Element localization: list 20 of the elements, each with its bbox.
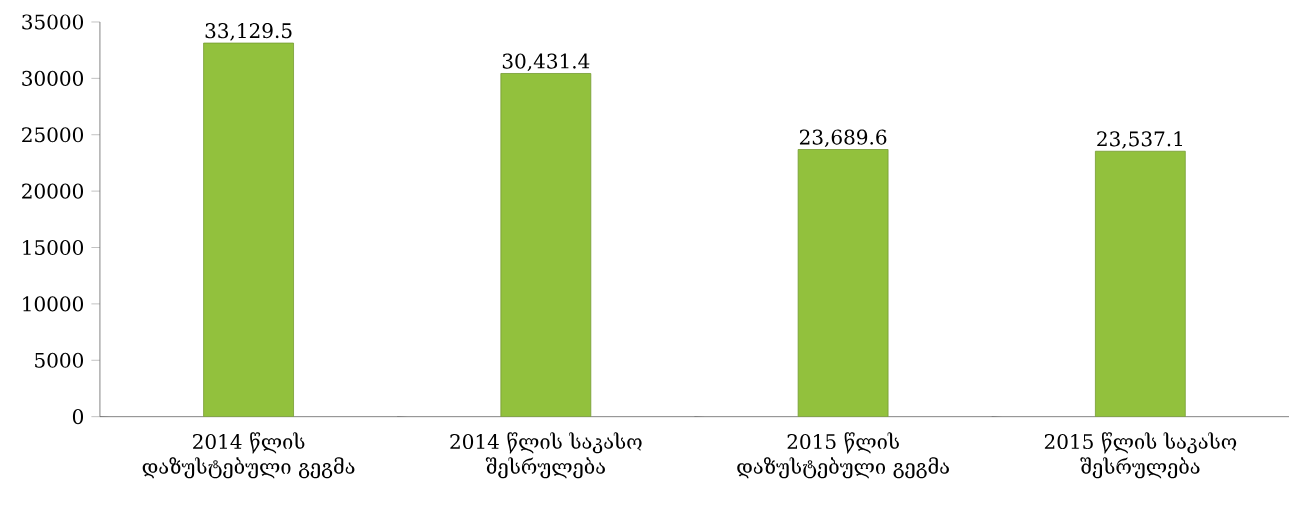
- data-label: 23,537.1: [1097, 131, 1183, 150]
- x-tick-label: 2015 წლის საკასო შესრულება: [1044, 432, 1237, 479]
- bar: [797, 149, 889, 417]
- y-tick-label: 10000: [23, 296, 84, 312]
- x-tick-label: 2014 წლის საკასო შესრულება: [450, 432, 642, 479]
- y-tick-label: 20000: [22, 183, 84, 199]
- y-tick-label: 25000: [22, 127, 84, 143]
- y-tick-label: 15000: [23, 240, 84, 256]
- y-tick-label: 5000: [35, 352, 84, 369]
- x-tick-label: 2015 წლის დაზუსტებული გეგმა: [737, 432, 949, 479]
- y-tick-label: 30000: [22, 70, 84, 87]
- y-tick-label: 0: [72, 409, 84, 425]
- bar: [1095, 151, 1186, 417]
- data-label: 33,129.5: [205, 23, 292, 41]
- data-label: 30,431.4: [502, 53, 590, 72]
- bar: [203, 42, 294, 417]
- y-tick-label: 35000: [22, 14, 84, 30]
- data-label: 23,689.6: [799, 129, 887, 148]
- x-tick-label: 2014 წლის დაზუსტებული გეგმა: [142, 432, 355, 479]
- bar: [500, 73, 592, 417]
